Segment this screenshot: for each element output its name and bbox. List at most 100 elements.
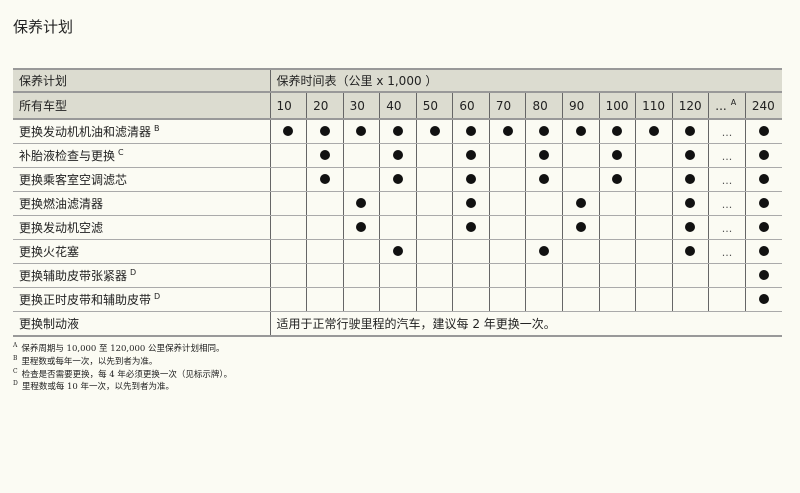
column-label: 60	[459, 98, 475, 113]
table-row: 更换火花塞...	[13, 239, 782, 264]
service-dot-icon	[502, 125, 513, 136]
schedule-cell	[489, 167, 527, 192]
schedule-cell	[562, 263, 600, 288]
service-dot-icon	[758, 173, 769, 184]
service-dot-icon	[758, 293, 769, 304]
service-dot-icon	[466, 149, 477, 160]
schedule-cell	[489, 287, 527, 312]
schedule-cell	[489, 143, 527, 168]
schedule-cell	[343, 143, 381, 168]
ellipsis-mark: ...	[721, 197, 733, 211]
schedule-cell	[452, 167, 490, 192]
schedule-cell	[489, 215, 527, 240]
schedule-cell	[489, 119, 527, 144]
row-label: 更换辅助皮带张紧器 D	[13, 263, 271, 288]
brake-fluid-row: 更换制动液 适用于正常行驶里程的汽车，建议每 2 年更换一次。	[13, 311, 782, 337]
schedule-cell	[343, 215, 381, 240]
schedule-cell	[525, 167, 563, 192]
schedule-cell	[270, 287, 308, 312]
column-label: ...	[715, 99, 727, 113]
table-row: 更换正时皮带和辅助皮带 D	[13, 287, 782, 312]
column-label: 110	[642, 98, 666, 113]
service-dot-icon	[392, 173, 403, 184]
schedule-cell	[379, 191, 417, 216]
schedule-cell	[489, 263, 527, 288]
schedule-cell	[599, 167, 637, 192]
ellipsis-mark: ...	[721, 149, 733, 163]
schedule-cell	[745, 119, 782, 144]
service-dot-icon	[758, 149, 769, 160]
column-label: 40	[386, 98, 402, 113]
column-header: 10	[270, 92, 308, 120]
schedule-cell	[416, 263, 454, 288]
schedule-cell	[745, 287, 782, 312]
schedule-cell	[343, 263, 381, 288]
column-header: 120	[672, 92, 710, 120]
schedule-cell: ...	[708, 239, 746, 264]
schedule-header: 保养时间表（公里 x 1,000 ）	[270, 69, 782, 93]
schedule-cell	[635, 215, 673, 240]
schedule-cell	[672, 263, 710, 288]
column-label: 20	[313, 98, 329, 113]
service-dot-icon	[575, 125, 586, 136]
service-dot-icon	[685, 173, 696, 184]
footnote-key: A	[13, 342, 18, 349]
schedule-cell	[306, 191, 344, 216]
schedule-cell	[379, 119, 417, 144]
row-label: 更换火花塞	[13, 239, 271, 264]
service-dot-icon	[539, 245, 550, 256]
schedule-cell	[525, 287, 563, 312]
schedule-cell	[525, 143, 563, 168]
column-header: ... A	[708, 92, 746, 120]
footnote-key: D	[13, 380, 18, 388]
table-row: 更换乘客室空调滤芯...	[13, 167, 782, 192]
column-header: 110	[635, 92, 673, 120]
schedule-cell: ...	[708, 191, 746, 216]
service-dot-icon	[466, 197, 477, 208]
schedule-cell	[525, 191, 563, 216]
ellipsis-mark: ...	[721, 245, 733, 259]
schedule-cell	[599, 287, 637, 312]
schedule-cell	[379, 167, 417, 192]
schedule-cell	[343, 287, 381, 312]
service-dot-icon	[466, 173, 477, 184]
schedule-cell	[672, 119, 710, 144]
schedule-cell	[672, 215, 710, 240]
schedule-cell	[306, 167, 344, 192]
schedule-cell	[416, 167, 454, 192]
service-dot-icon	[612, 149, 623, 160]
schedule-cell	[343, 191, 381, 216]
table-row: 更换发动机空滤...	[13, 215, 782, 240]
column-header: 100	[599, 92, 637, 120]
service-dot-icon	[356, 125, 367, 136]
schedule-cell	[416, 239, 454, 264]
service-dot-icon	[539, 149, 550, 160]
header-row: 保养计划 保养时间表（公里 x 1,000 ）	[13, 69, 782, 93]
schedule-cell	[672, 167, 710, 192]
schedule-cell	[306, 263, 344, 288]
schedule-cell	[708, 263, 746, 288]
page-title: 保养计划	[13, 18, 74, 36]
footnote-text: 里程数或每年一次，以先到者为准。	[21, 356, 158, 367]
schedule-cell	[343, 239, 381, 264]
service-dot-icon	[392, 149, 403, 160]
column-header: 240	[745, 92, 782, 120]
schedule-cell	[270, 239, 308, 264]
schedule-cell	[708, 287, 746, 312]
schedule-cell	[562, 239, 600, 264]
schedule-cell	[379, 239, 417, 264]
schedule-cell	[635, 167, 673, 192]
schedule-cell	[416, 215, 454, 240]
schedule-cell	[635, 191, 673, 216]
row-label: 更换制动液	[13, 311, 271, 337]
ellipsis-mark: ...	[721, 173, 733, 187]
schedule-cell	[489, 191, 527, 216]
service-dot-icon	[685, 149, 696, 160]
column-label: 80	[532, 98, 548, 113]
row-label: 更换燃油滤清器	[13, 191, 271, 216]
column-header: 50	[416, 92, 454, 120]
service-dot-icon	[685, 125, 696, 136]
schedule-cell	[489, 239, 527, 264]
row-label: 更换乘客室空调滤芯	[13, 167, 271, 192]
schedule-cell	[416, 119, 454, 144]
